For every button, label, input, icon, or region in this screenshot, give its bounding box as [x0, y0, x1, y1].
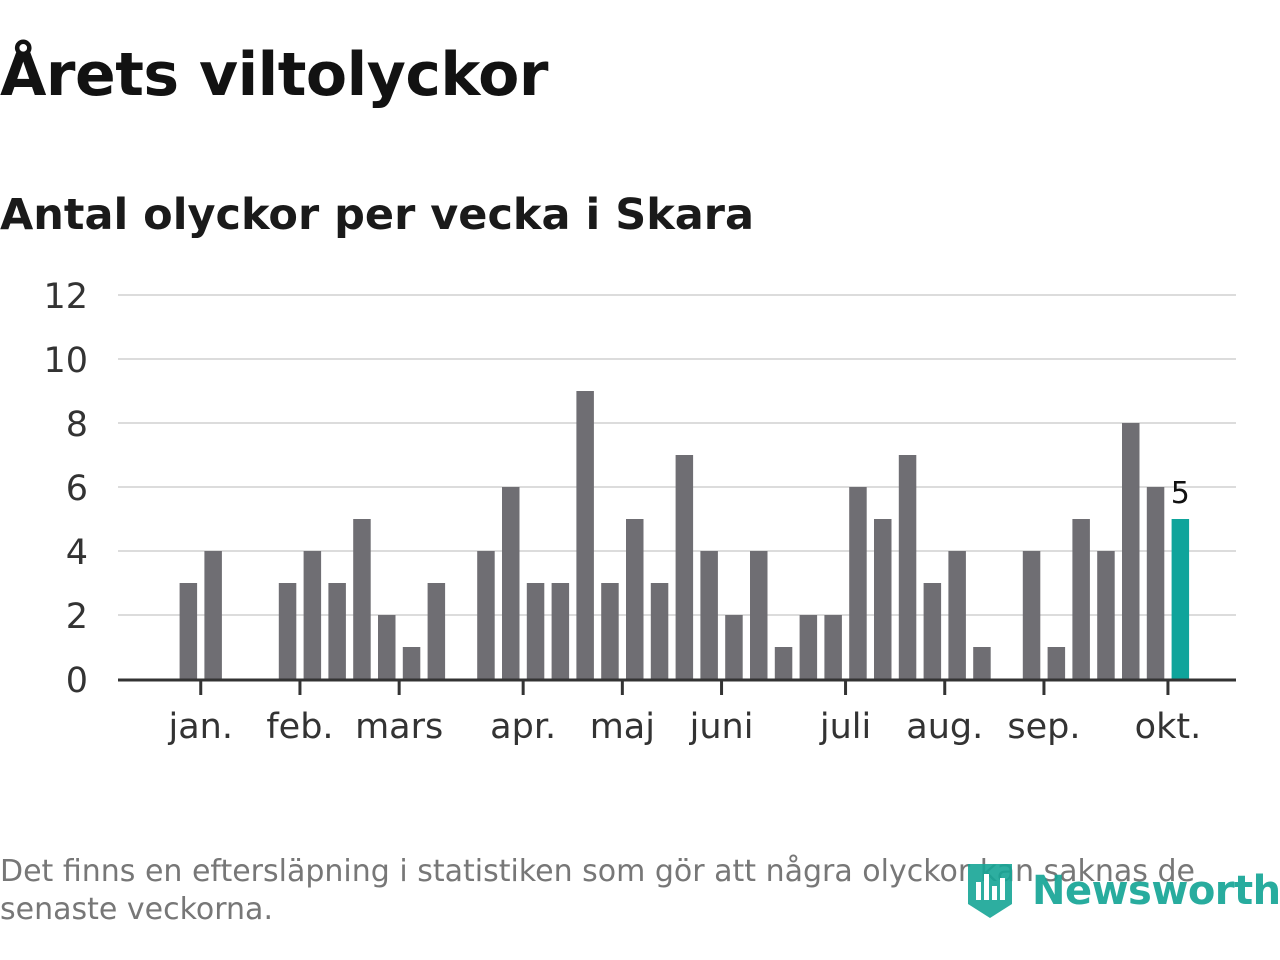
bar	[650, 583, 669, 679]
x-tick-label: okt.	[1135, 707, 1202, 747]
bar	[824, 615, 842, 679]
bar	[204, 551, 222, 679]
newsworthy-logo: Newsworthy	[964, 860, 1280, 922]
bar	[402, 647, 421, 679]
x-tick-label: jan.	[168, 707, 233, 747]
y-tick-label: 6	[66, 469, 88, 509]
bar	[303, 551, 322, 679]
bar	[526, 583, 545, 679]
x-tick-label: aug.	[906, 707, 983, 747]
bar	[1122, 423, 1140, 679]
y-tick-label: 0	[66, 661, 88, 701]
bar	[601, 583, 619, 679]
bar	[973, 647, 991, 679]
bar	[750, 551, 768, 679]
x-tick-label: sep.	[1007, 707, 1080, 747]
bar	[923, 583, 942, 679]
bar-highlight	[1171, 519, 1190, 679]
bar	[576, 391, 594, 679]
y-tick-label: 10	[43, 341, 88, 381]
y-tick-label: 12	[43, 277, 88, 317]
bar	[179, 583, 198, 679]
x-tick-label: apr.	[490, 707, 556, 747]
bar	[427, 583, 446, 679]
x-tick-label: feb.	[266, 707, 333, 747]
bar	[725, 615, 743, 679]
bar-chart: 0 2 4 6 8 10 12 jan. feb. mars apr. maj juni juli aug…	[43, 277, 1236, 747]
bar	[353, 519, 371, 679]
bar	[1022, 551, 1041, 679]
bar	[328, 583, 346, 679]
bar	[1097, 551, 1115, 679]
x-tick-label: juni	[689, 707, 754, 747]
bar	[1072, 519, 1090, 679]
x-tick-label: mars	[355, 707, 443, 747]
bar	[1146, 487, 1165, 679]
bar	[1047, 647, 1066, 679]
x-axis-ticks: jan. feb. mars apr. maj juni juli aug. sep. okt.	[168, 681, 1202, 747]
chart-subtitle: Antal olyckor per vecka i Skara	[0, 190, 755, 240]
newsworthy-logo-icon	[968, 864, 1012, 918]
bar	[948, 551, 966, 679]
bar	[874, 519, 892, 679]
y-axis-ticks: 0 2 4 6 8 10 12	[43, 277, 88, 701]
x-tick-label: juli	[819, 707, 871, 747]
x-tick-label: maj	[590, 707, 655, 747]
bar	[626, 519, 644, 679]
bar	[551, 583, 570, 679]
bar-value-label: 5	[1171, 476, 1190, 511]
y-tick-label: 2	[66, 597, 88, 637]
bar	[502, 487, 520, 679]
bar	[477, 551, 495, 679]
bar	[799, 615, 818, 679]
bars	[179, 391, 1190, 679]
bar	[700, 551, 718, 679]
data-labels: 5	[1171, 476, 1190, 511]
bar	[675, 455, 694, 679]
bar	[278, 583, 297, 679]
y-tick-label: 4	[66, 533, 88, 573]
bar	[898, 455, 917, 679]
bar	[849, 487, 867, 679]
y-tick-label: 8	[66, 405, 88, 445]
bar	[378, 615, 396, 679]
bar	[774, 647, 793, 679]
logo-text: Newsworthy	[1032, 868, 1280, 914]
chart-title: Årets viltolyckor	[0, 40, 549, 110]
